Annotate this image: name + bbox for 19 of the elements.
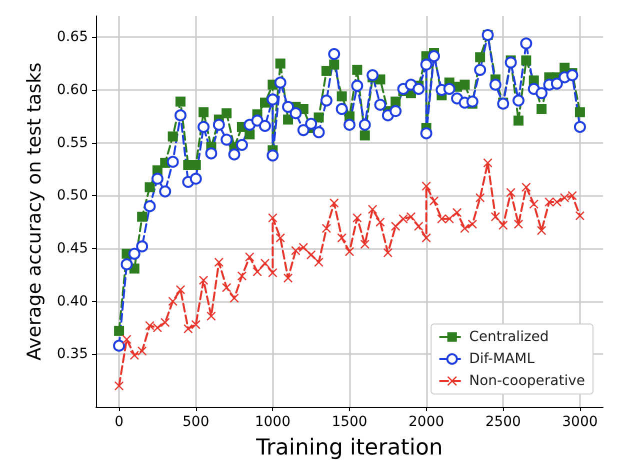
y-tick-label: 0.55 [56, 134, 88, 151]
legend-label: Non-cooperative [469, 373, 586, 389]
y-tick-label: 0.60 [56, 82, 88, 98]
x-axis-title: Training iteration [255, 436, 443, 460]
x-tick-label: 500 [182, 414, 210, 430]
y-tick-label: 0.40 [56, 293, 88, 310]
y-tick-label: 0.50 [56, 188, 88, 204]
x-tick-label: 2000 [408, 414, 444, 430]
legend-label: Dif-MAML [469, 351, 535, 367]
y-tick-label: 0.65 [56, 29, 88, 46]
y-axis-title: Average accuracy on test tasks [24, 62, 46, 360]
x-tick-label: 3000 [562, 414, 598, 430]
x-tick-label: 0 [114, 414, 124, 430]
x-tick-label: 2500 [485, 414, 521, 430]
x-tick-label: 1500 [332, 414, 368, 430]
y-tick-label: 0.35 [56, 346, 88, 362]
x-tick-label: 1000 [254, 414, 290, 430]
y-tick-label: 0.45 [56, 240, 88, 256]
legend-label: Centralized [469, 329, 549, 345]
